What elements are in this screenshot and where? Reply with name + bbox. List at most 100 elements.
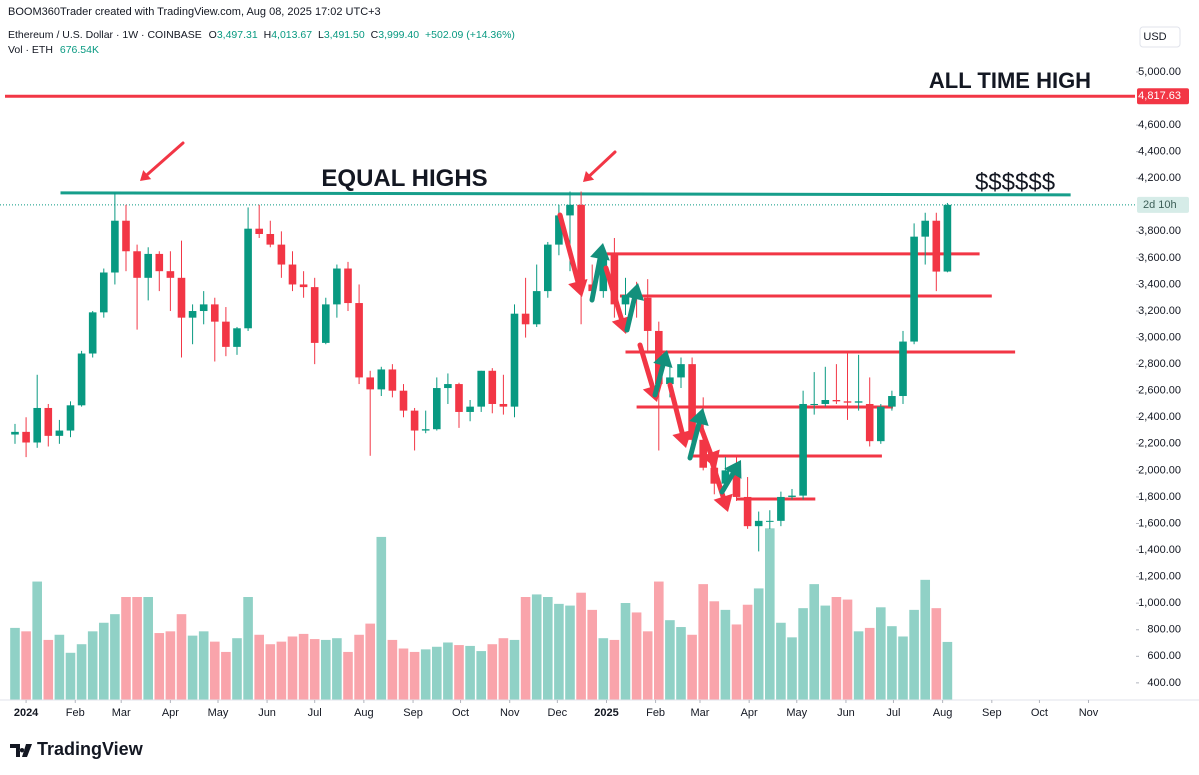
y-tick-label: 4,400.00 — [1138, 146, 1181, 158]
candle-body — [55, 430, 64, 436]
volume-bar — [87, 631, 98, 700]
candle-body — [355, 303, 363, 378]
x-tick-label: Apr — [162, 707, 179, 719]
x-tick-label: Nov — [500, 707, 520, 719]
volume-bar — [876, 607, 886, 700]
x-tick-label: 2025 — [594, 707, 618, 719]
volume-bar — [920, 579, 931, 700]
y-tick-label: 2,200.00 — [1138, 438, 1181, 450]
y-tick-label: 3,600.00 — [1138, 252, 1181, 264]
volume-bar — [787, 637, 797, 700]
legend-symbol: Ethereum / U.S. Dollar · 1W · COINBASE — [8, 29, 202, 41]
arrow — [687, 408, 709, 461]
candle-body — [455, 384, 463, 412]
candle-body — [865, 403, 874, 442]
x-tick-label: Mar — [112, 707, 131, 719]
y-tick-label: 2,800.00 — [1138, 358, 1181, 370]
y-tick-label: 3,000.00 — [1138, 331, 1181, 343]
volume-bar — [54, 634, 65, 700]
x-tick-label: Aug — [354, 707, 374, 719]
volume-bar — [320, 639, 331, 700]
candle-body — [11, 431, 19, 435]
y-tick-label: 3,200.00 — [1138, 305, 1181, 317]
candle-body — [743, 496, 752, 527]
volume-bar — [365, 623, 375, 700]
volume-bar — [909, 609, 919, 700]
candle-body — [111, 220, 119, 273]
volume-bar — [864, 627, 875, 700]
candle-body — [210, 304, 219, 322]
volume-bar — [942, 641, 953, 700]
candle-body — [910, 236, 918, 342]
legend-volume: Vol · ETH 676.54K — [8, 44, 99, 56]
candle-body — [488, 370, 497, 404]
candle-body — [99, 272, 108, 313]
currency[interactable]: USD — [1143, 31, 1166, 43]
volume-bar — [665, 620, 675, 700]
candle-body — [66, 405, 75, 431]
candle-body — [899, 341, 907, 397]
annotation-layer: 2024 Feb Mar Apr May Jun Jul Aug Sep Oct Nov Dec 202… — [0, 66, 1199, 719]
y-tick-label: 800.00 — [1147, 624, 1181, 636]
volume-bar — [931, 608, 942, 700]
volume-bar — [887, 626, 897, 700]
arrow-shaft — [145, 141, 185, 177]
candle-body — [921, 220, 930, 237]
arrow-shaft — [603, 265, 624, 322]
candle-body — [577, 204, 585, 285]
legend-l-label: L — [318, 29, 324, 41]
candle-body — [477, 370, 485, 407]
candle-body — [732, 470, 741, 497]
candle-body — [333, 268, 341, 305]
candle-body — [788, 495, 796, 497]
volume-bar — [343, 651, 353, 700]
candle-body — [277, 244, 286, 265]
volume-bar — [642, 631, 653, 700]
ath-text: ALL TIME HIGH — [929, 68, 1091, 93]
volume-layer — [10, 528, 953, 700]
volume-bar — [653, 581, 664, 700]
credit: BOOM360Trader created with TradingView.c… — [8, 6, 381, 18]
y-tick-label: 3,400.00 — [1138, 278, 1181, 290]
y-tick-label: 5,000.00 — [1138, 66, 1181, 78]
volume-bar — [398, 648, 409, 700]
candle-body — [122, 220, 130, 252]
candle-body — [666, 377, 674, 385]
candle-body — [555, 215, 563, 245]
volume-bar — [431, 646, 442, 700]
candle-body — [466, 406, 474, 412]
arrow-head — [689, 408, 709, 427]
volume-bar — [21, 631, 31, 700]
target-text: $$$$$$ — [975, 169, 1055, 196]
volume-bar — [476, 651, 486, 700]
candle-body — [144, 253, 152, 278]
x-tick-label: Apr — [741, 707, 758, 719]
volume-bar — [731, 624, 742, 700]
volume-bar — [465, 645, 475, 700]
legend-o-label: O — [209, 29, 217, 41]
candle-body — [932, 220, 941, 272]
candle-body — [366, 377, 374, 390]
candle-body — [421, 429, 430, 431]
ath-price-label: 4,817.63 — [1138, 90, 1181, 102]
volume-bar — [687, 634, 697, 700]
y-tick-label: 1,600.00 — [1138, 517, 1181, 529]
candle-body — [621, 295, 630, 305]
candle-body — [344, 268, 352, 304]
currency-box[interactable] — [1139, 26, 1181, 48]
volume-bar — [354, 634, 364, 700]
arrow — [667, 382, 692, 448]
volume-bar — [676, 627, 686, 700]
x-tick-label: Oct — [452, 707, 469, 719]
legend-o: 3,497.31 — [217, 29, 258, 41]
arrow-head — [653, 350, 673, 369]
arrow-shaft — [588, 150, 617, 177]
volume-bar — [187, 635, 198, 700]
volume-bar — [509, 639, 520, 700]
candle-body — [177, 277, 186, 318]
arrow-head — [583, 171, 595, 182]
candle-body — [266, 233, 275, 245]
volume-bar — [76, 644, 87, 700]
y-tick-label: 1,200.00 — [1138, 571, 1181, 583]
